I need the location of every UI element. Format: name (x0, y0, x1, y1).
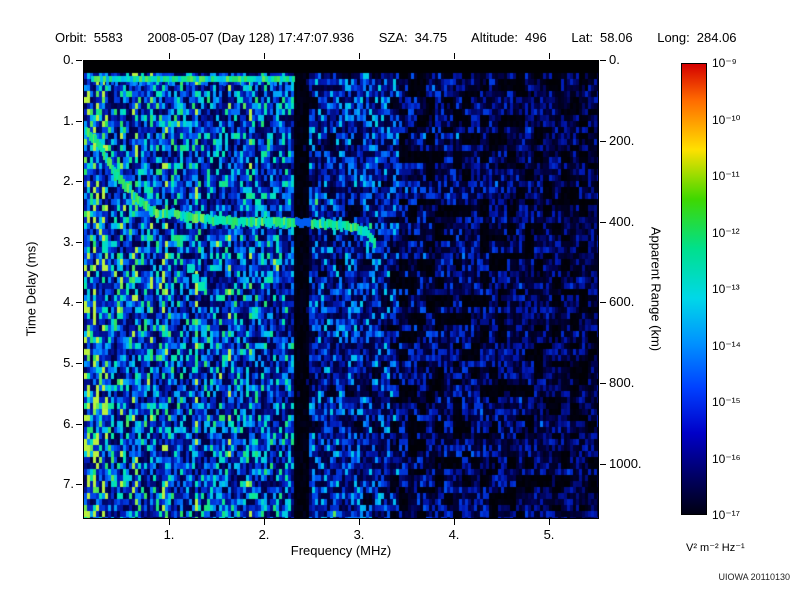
y-tick-label-left: 7. (63, 476, 74, 491)
y-tick-label-right: 400. (609, 214, 635, 229)
y-tick-label-left: 4. (63, 294, 74, 309)
y-tick-right (600, 141, 606, 142)
colorbar-tick-label: 10⁻¹² (712, 225, 740, 240)
orbit-value: 5583 (93, 30, 123, 45)
x-tick-top (359, 53, 360, 59)
altitude-field: Altitude: 496 (471, 30, 547, 45)
colorbar-tick-label: 10⁻¹⁶ (712, 451, 741, 466)
y-axis-label-right: Apparent Range (km) (648, 226, 664, 352)
y-tick-right (600, 60, 606, 61)
y-tick-left (76, 60, 82, 61)
x-tick-label: 3. (353, 527, 365, 542)
x-tick (549, 519, 550, 525)
y-tick-left (76, 181, 82, 182)
x-tick (359, 519, 360, 525)
spectrogram-plot (83, 60, 599, 519)
orbit-field: Orbit: 5583 (55, 30, 123, 45)
y-tick-right (600, 302, 606, 303)
x-tick-top (169, 53, 170, 59)
y-tick-label-right: 0. (609, 52, 620, 67)
y-tick-left (76, 302, 82, 303)
y-axis-label-left: Time Delay (ms) (23, 241, 39, 337)
colorbar-tick-label: 10⁻⁹ (712, 56, 737, 70)
x-tick (454, 519, 455, 525)
y-tick-label-left: 1. (63, 113, 74, 128)
x-tick-top (549, 53, 550, 59)
y-tick-left (76, 363, 82, 364)
header-info: Orbit: 5583 2008-05-07 (Day 128) 17:47:07… (55, 30, 758, 45)
lat-value: 58.06 (600, 30, 633, 45)
colorbar-tick-label: 10⁻¹⁰ (712, 112, 741, 127)
long-field: Long: 284.06 (657, 30, 736, 45)
altitude-label: Altitude: (471, 30, 519, 45)
x-tick-label: 2. (258, 527, 270, 542)
y-tick-label-right: 600. (609, 294, 635, 309)
colorbar-tick-label: 10⁻¹³ (712, 282, 740, 296)
colorbar (681, 63, 707, 515)
orbit-label: Orbit: (55, 30, 87, 45)
y-tick-label-left: 6. (63, 416, 74, 431)
y-tick-right (600, 383, 606, 384)
x-axis-label: Frequency (MHz) (290, 543, 392, 558)
x-tick-label: 1. (163, 527, 175, 542)
lat-field: Lat: 58.06 (571, 30, 632, 45)
colorbar-units-label: V² m⁻² Hz⁻¹ (686, 542, 745, 554)
datetime-field: 2008-05-07 (Day 128) 17:47:07.936 (147, 30, 355, 45)
sza-label: SZA: (378, 30, 408, 45)
x-tick-label: 4. (448, 527, 460, 542)
y-tick-left (76, 424, 82, 425)
y-tick-left (76, 242, 82, 243)
spectrogram-canvas (84, 61, 598, 518)
x-tick-top (454, 53, 455, 59)
y-tick-left (76, 121, 82, 122)
colorbar-tick-label: 10⁻¹⁷ (712, 508, 741, 522)
x-tick-label: 5. (543, 527, 555, 542)
y-tick-label-left: 5. (63, 355, 74, 370)
sza-value: 34.75 (414, 30, 448, 45)
colorbar-tick-label: 10⁻¹⁴ (712, 338, 741, 353)
y-tick-label-right: 200. (609, 133, 635, 148)
colorbar-tick-labels: 10⁻⁹ 10⁻¹⁰ 10⁻¹¹ 10⁻¹² 10⁻¹³ 10⁻¹⁴ 10⁻¹⁵ 10⁻¹⁶ 1… (712, 56, 768, 522)
y-tick-left (76, 484, 82, 485)
y-tick-label-left: 3. (63, 234, 74, 249)
colorbar-tick-label: 10⁻¹¹ (712, 169, 740, 183)
watermark: UIOWA 20110130 (718, 572, 790, 582)
long-label: Long: (657, 30, 690, 45)
sza-field: SZA: 34.75 (379, 30, 447, 45)
y-tick-label-left: 2. (63, 173, 74, 188)
long-value: 284.06 (696, 30, 737, 45)
x-tick (264, 519, 265, 525)
x-tick (169, 519, 170, 525)
y-tick-label-right: 800. (609, 375, 635, 390)
y-tick-right (600, 464, 606, 465)
y-tick-label-right: 1000. (609, 456, 642, 471)
colorbar-tick-label: 10⁻¹⁵ (712, 395, 741, 409)
lat-label: Lat: (571, 30, 594, 45)
y-tick-right (600, 222, 606, 223)
y-tick-label-left: 0. (63, 52, 74, 67)
x-tick-top (264, 53, 265, 59)
altitude-value: 496 (525, 30, 547, 45)
